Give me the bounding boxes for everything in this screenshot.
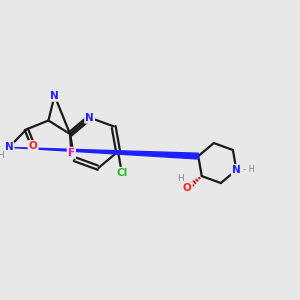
Text: N: N <box>4 142 13 152</box>
Text: N: N <box>85 112 94 123</box>
Polygon shape <box>9 147 198 159</box>
Text: O: O <box>29 141 38 151</box>
Text: H: H <box>177 174 184 183</box>
Text: O: O <box>183 183 192 193</box>
Text: H: H <box>0 151 4 160</box>
Text: N: N <box>50 91 59 101</box>
Text: Cl: Cl <box>116 168 128 178</box>
Text: F: F <box>68 148 75 158</box>
Text: N: N <box>232 165 241 175</box>
Text: - H: - H <box>243 166 255 175</box>
